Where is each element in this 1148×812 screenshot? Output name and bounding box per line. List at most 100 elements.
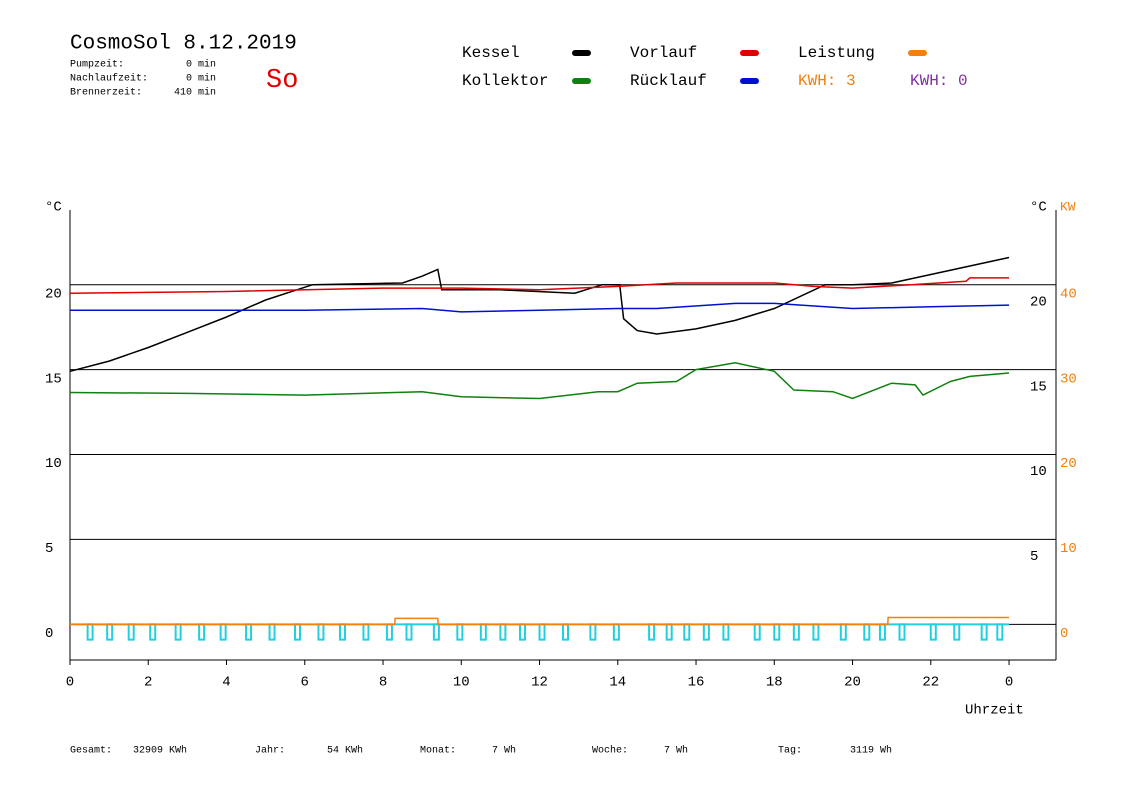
x-tick-label: 18 — [766, 675, 783, 691]
pump-pulse — [702, 623, 710, 641]
legend-label: Kessel — [462, 44, 520, 62]
pump-pulse — [432, 623, 440, 641]
info-label: Brennerzeit: — [70, 87, 142, 99]
total-label: Gesamt: — [70, 746, 112, 757]
total-value: 54 KWh — [327, 745, 363, 757]
pump-pulse — [996, 623, 1004, 641]
y-unit-right: °C — [1030, 200, 1047, 216]
y2-tick-label: 40 — [1060, 286, 1077, 302]
pump-pulse — [665, 623, 673, 641]
x-tick-label: 0 — [1005, 675, 1013, 691]
pump-pulse — [293, 623, 301, 641]
pump-pulse — [499, 623, 507, 641]
total-value: 7 Wh — [664, 745, 688, 757]
series-line — [69, 256, 1010, 373]
pump-pulse — [268, 623, 276, 641]
x-tick-label: 0 — [66, 675, 74, 691]
info-label: Nachlaufzeit: — [70, 73, 148, 85]
pump-pulse — [317, 623, 325, 641]
pump-pulse — [538, 623, 546, 641]
chart-title: CosmoSol 8.12.2019 — [70, 33, 297, 56]
y-unit: °C — [45, 200, 62, 216]
pump-pulse — [456, 623, 464, 641]
y-right-tick-label: 15 — [1030, 379, 1047, 395]
y2-tick-label: 0 — [1060, 626, 1068, 642]
pump-pulse — [953, 623, 961, 641]
total-value: 3119 Wh — [850, 745, 892, 757]
series-line — [69, 277, 1009, 294]
y-tick-label: 20 — [45, 286, 62, 302]
info-value: 410 min — [174, 87, 216, 99]
pump-pulse — [980, 623, 988, 641]
series-line — [69, 362, 1010, 400]
pump-pulse — [385, 623, 393, 641]
pump-pulse — [773, 623, 781, 641]
y2-tick-label: 20 — [1060, 456, 1077, 472]
pump-pulse — [86, 623, 94, 641]
total-label: Woche: — [592, 745, 628, 757]
pump-pulse — [562, 623, 569, 641]
total-label: Monat: — [420, 746, 456, 757]
x-tick-label: 6 — [301, 675, 309, 691]
x-tick-label: 22 — [922, 675, 939, 691]
pump-pulse — [338, 623, 346, 641]
legend-label: Vorlauf — [630, 44, 697, 62]
total-value: 7 Wh — [492, 745, 516, 757]
legend-label: Rücklauf — [630, 72, 707, 90]
pump-pulse — [648, 623, 656, 641]
pump-pulse — [198, 623, 206, 641]
pump-pulse — [722, 623, 730, 641]
info-value: 0 min — [186, 73, 216, 85]
y2-tick-label: 30 — [1060, 371, 1077, 387]
y-right-tick-label: 10 — [1030, 464, 1047, 480]
pump-pulse — [683, 623, 691, 641]
pump-pulse — [405, 623, 413, 641]
day-label: So — [266, 66, 298, 96]
y2-unit: KW — [1060, 199, 1076, 214]
x-tick-label: 16 — [688, 675, 705, 691]
pump-pulse — [839, 623, 847, 641]
info-value: 0 min — [186, 59, 216, 71]
y-tick-label: 5 — [45, 541, 53, 557]
pump-pulse — [812, 623, 820, 641]
pump-pulse — [898, 623, 906, 641]
pump-pulse — [149, 623, 157, 641]
pump-pulse — [753, 623, 761, 641]
pump-pulse — [479, 623, 487, 641]
pump-pulse — [878, 623, 886, 641]
x-tick-label: 20 — [844, 675, 861, 691]
kwh-label: KWH: 3 — [798, 72, 856, 90]
pump-pulse — [518, 623, 526, 641]
pump-pulse — [863, 623, 871, 641]
legend-label: Leistung — [798, 44, 875, 62]
pump-pulse — [929, 623, 937, 641]
pump-pulse — [219, 623, 227, 641]
pump-pulse — [589, 623, 597, 641]
x-tick-label: 14 — [609, 675, 626, 691]
x-tick-label: 12 — [531, 675, 548, 691]
series-line — [70, 616, 1009, 626]
pump-pulse — [245, 623, 253, 641]
total-value: 32909 KWh — [133, 745, 187, 757]
total-label: Tag: — [778, 746, 802, 757]
x-axis-label: Uhrzeit — [965, 703, 1024, 719]
pump-pulse — [127, 623, 135, 641]
y-tick-label: 0 — [45, 626, 53, 642]
y-right-tick-label: 5 — [1030, 549, 1038, 565]
kwh-label: KWH: 0 — [910, 72, 968, 90]
x-tick-label: 4 — [222, 675, 230, 691]
pump-pulse — [362, 623, 370, 641]
y-tick-label: 10 — [45, 456, 62, 472]
x-tick-label: 2 — [144, 675, 152, 691]
pump-pulse — [106, 623, 114, 641]
total-label: Jahr: — [255, 745, 285, 757]
x-tick-label: 10 — [453, 675, 470, 691]
series-line — [70, 302, 1010, 313]
pump-pulse — [612, 623, 620, 641]
y-right-tick-label: 20 — [1030, 294, 1047, 310]
legend-label: Kollektor — [462, 72, 548, 90]
x-tick-label: 8 — [379, 675, 387, 691]
y-tick-label: 15 — [45, 371, 62, 387]
pump-pulse — [174, 623, 182, 641]
